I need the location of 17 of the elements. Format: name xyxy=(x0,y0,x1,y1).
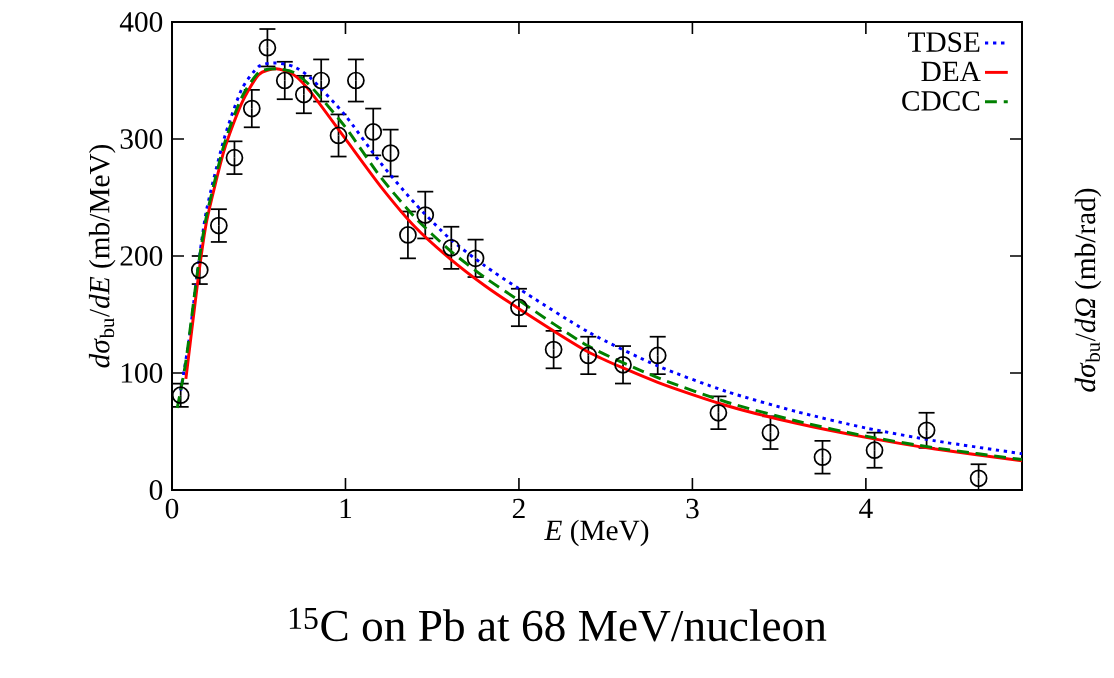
x-tick-label: 3 xyxy=(686,498,699,519)
y-tick-label: 300 xyxy=(120,129,163,149)
x-tick-label: 4 xyxy=(859,498,873,518)
y2-axis-title: dσ$_{bu}$/dΩ (mb/rad) xyxy=(1074,188,1102,392)
x-tick-label: 1 xyxy=(340,498,352,519)
y-tick-label: 0 xyxy=(149,480,163,500)
text: $^{15}$C on Pb at 68 MeV/nucleon xyxy=(289,607,827,642)
x-tick-label: 2 xyxy=(512,498,525,519)
legend-label: CDCC xyxy=(902,91,980,111)
legend-label: DEA xyxy=(921,61,981,82)
y-tick-label: 200 xyxy=(120,246,163,266)
y-tick-label: 400 xyxy=(119,12,163,32)
y-tick-label: 100 xyxy=(121,363,163,383)
x-tick-label: 0 xyxy=(165,498,179,519)
y-axis-title: dσ$_{bu}$/dE (mb/MeV) xyxy=(88,144,116,368)
legend-label: TDSE xyxy=(908,32,980,52)
x-axis-title: E (MeV) xyxy=(544,519,649,547)
